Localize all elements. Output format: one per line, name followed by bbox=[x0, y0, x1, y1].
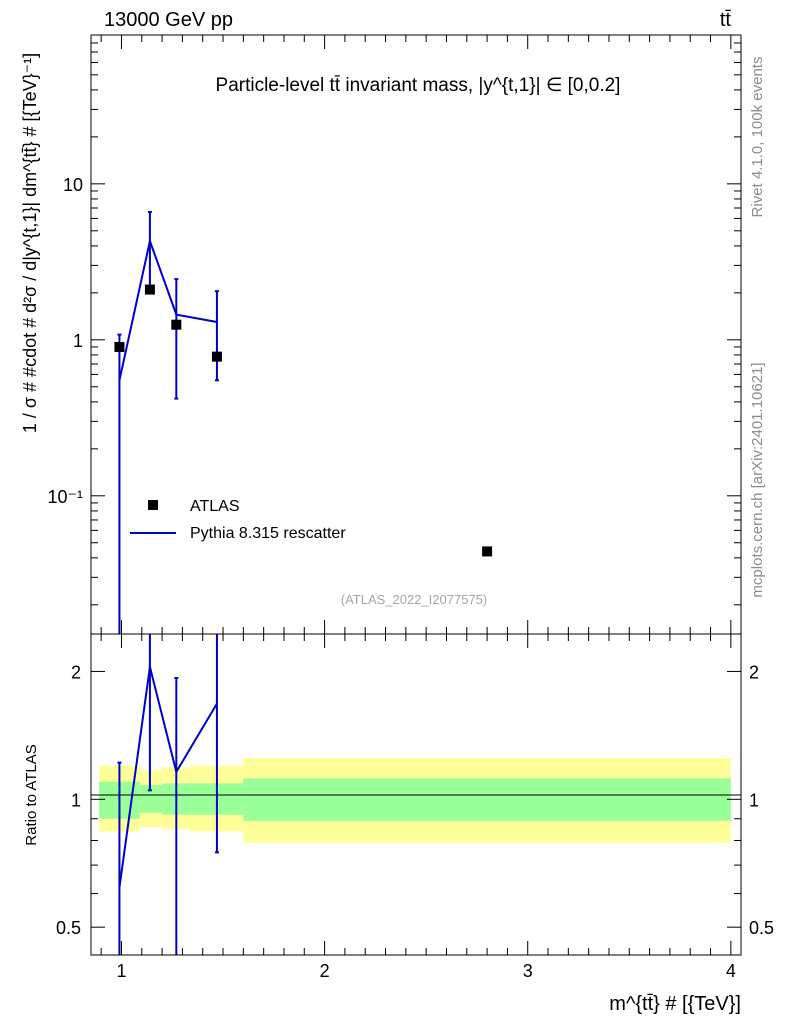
x-axis-label: m^{tt̄} # [{TeV}] bbox=[609, 993, 741, 1015]
ratio-y-tick-label-left: 1 bbox=[71, 790, 81, 810]
mcplots-label: mcplots.cern.ch [arXiv:2401.10621] bbox=[749, 362, 766, 597]
x-tick-label: 2 bbox=[320, 961, 330, 981]
atlas-data-point bbox=[211, 351, 222, 362]
main-y-tick-label: 10 bbox=[63, 175, 83, 195]
ratio-y-tick-label-right: 0.5 bbox=[749, 918, 774, 938]
ratio-plot-frame bbox=[90, 633, 742, 956]
plot-title: Particle-level tt̄ invariant mass, |y^{t… bbox=[216, 75, 621, 96]
ratio-y-tick-label-right: 1 bbox=[749, 790, 759, 810]
ratio-plot-panel: 0.5 0.5 1 1 2 2 1 2 3 4 Ratio to ATLAS m^{tt̄} # … bbox=[23, 633, 774, 1015]
legend-atlas-marker bbox=[148, 500, 158, 510]
analysis-watermark: (ATLAS_2022_I2077575) bbox=[341, 592, 487, 607]
ratio-y-tick-label-right: 2 bbox=[749, 662, 759, 682]
atlas-data-point bbox=[171, 319, 182, 330]
ratio-inner-band bbox=[139, 785, 163, 813]
ratio-y-tick-label-left: 0.5 bbox=[56, 918, 81, 938]
header-process: tt̄ bbox=[720, 9, 732, 31]
x-tick-label: 3 bbox=[523, 961, 533, 981]
x-tick-label: 4 bbox=[726, 961, 736, 981]
atlas-data-point bbox=[114, 341, 125, 352]
atlas-data-point bbox=[482, 546, 493, 557]
ratio-inner-band bbox=[243, 778, 731, 821]
main-y-axis-label: 1 / σ # #cdot # d²σ / d|y^{t,1}| dm^{tt̄… bbox=[20, 53, 40, 433]
ratio-y-tick-label-left: 2 bbox=[71, 662, 81, 682]
rivet-version-label: Rivet 4.1.0, 100k events bbox=[749, 57, 766, 218]
main-y-tick-label: 10⁻¹ bbox=[47, 487, 83, 507]
main-plot-frame bbox=[90, 34, 742, 635]
ratio-pythia-curve bbox=[118, 666, 218, 888]
legend-pythia-label: Pythia 8.315 rescatter bbox=[190, 525, 346, 542]
ratio-y-axis-label: Ratio to ATLAS bbox=[23, 744, 40, 845]
header-energy: 13000 GeV pp bbox=[104, 9, 233, 31]
legend-atlas-label: ATLAS bbox=[190, 498, 240, 515]
pythia-curve bbox=[118, 237, 218, 381]
main-y-tick-label: 1 bbox=[73, 331, 83, 351]
atlas-data-point bbox=[144, 284, 155, 295]
main-plot-panel: Particle-level tt̄ invariant mass, |y^{t… bbox=[20, 34, 742, 635]
x-tick-label: 1 bbox=[116, 961, 126, 981]
